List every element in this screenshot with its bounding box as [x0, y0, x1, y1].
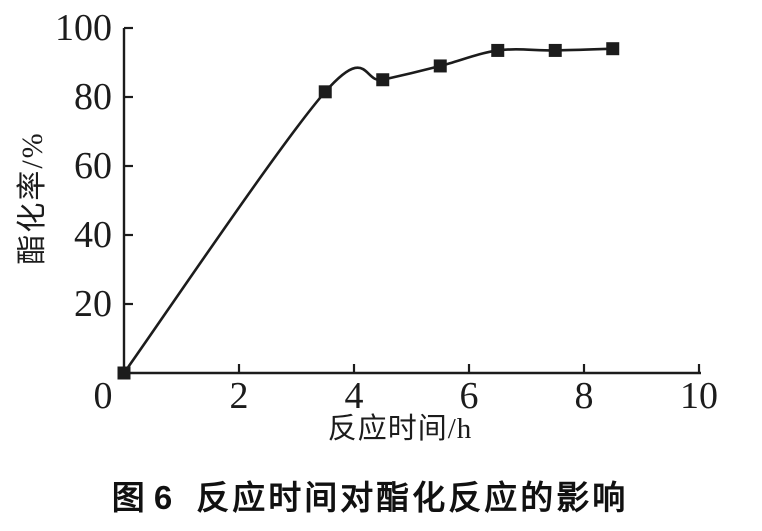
- y-tick-label: 20: [74, 283, 112, 325]
- data-point-marker: [433, 59, 447, 73]
- x-tick-label: 10: [680, 375, 718, 417]
- series-group: [117, 42, 620, 380]
- figure-caption-title: 反应时间对酯化反应的影响: [196, 479, 629, 516]
- data-point-marker: [548, 43, 562, 57]
- x-axis-title: 反应时间/h: [327, 413, 473, 445]
- x-tick-label: 6: [459, 375, 479, 417]
- figure-caption: 图 6 反应时间对酯化反应的影响: [112, 480, 629, 516]
- y-tick-label: 100: [55, 7, 112, 49]
- x-tick-label: 4: [344, 375, 364, 417]
- y-tick-label: 40: [74, 214, 112, 256]
- axes-group: [122, 26, 701, 375]
- axis-spine: [122, 28, 701, 375]
- y-tick-label: 80: [74, 76, 112, 118]
- data-curve: [122, 47, 613, 374]
- x-tick-label: 0: [93, 375, 113, 417]
- x-tick-label: 8: [574, 375, 594, 417]
- data-point-marker: [117, 366, 131, 380]
- data-point-marker: [606, 42, 620, 56]
- figure-caption-label: 图 6: [111, 479, 173, 516]
- data-point-marker: [491, 43, 505, 57]
- data-point-marker: [318, 85, 332, 99]
- data-point-marker: [376, 73, 390, 87]
- y-tick-label: 60: [74, 145, 112, 187]
- x-tick-label: 2: [229, 375, 249, 417]
